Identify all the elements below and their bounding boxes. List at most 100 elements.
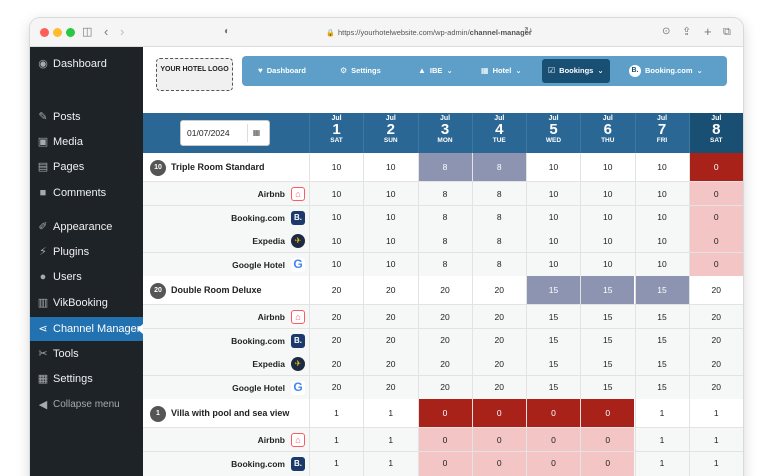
channel-availability-cell[interactable]: 20 <box>471 305 526 328</box>
room-availability-cell[interactable]: 10 <box>526 153 580 181</box>
channel-availability-cell[interactable]: 10 <box>526 205 580 229</box>
channel-availability-cell[interactable]: 8 <box>417 229 472 252</box>
channel-availability-cell[interactable]: 10 <box>634 205 689 229</box>
date-picker-input[interactable]: 01/07/2024 ▦ <box>180 120 270 146</box>
channel-availability-cell[interactable]: 20 <box>471 328 526 352</box>
channel-availability-cell[interactable]: 0 <box>580 451 635 475</box>
channel-availability-cell[interactable]: 20 <box>363 352 417 375</box>
channel-availability-cell[interactable]: 10 <box>580 205 634 229</box>
room-availability-cell[interactable]: 0 <box>526 399 580 427</box>
channel-availability-cell[interactable]: 20 <box>417 328 472 352</box>
channel-availability-cell[interactable]: 10 <box>580 252 634 276</box>
channel-availability-cell[interactable]: 10 <box>634 182 689 205</box>
room-availability-cell[interactable]: 20 <box>417 276 472 304</box>
room-availability-cell[interactable]: 20 <box>363 276 417 304</box>
day-column-header[interactable]: Jul 7 FRI <box>634 113 689 153</box>
channel-availability-cell[interactable]: 0 <box>580 428 635 451</box>
channel-availability-cell[interactable]: 10 <box>309 182 363 205</box>
reload-icon[interactable]: ↻ <box>524 26 533 37</box>
sidebar-item-users[interactable]: ● Users <box>30 265 143 289</box>
channel-availability-cell[interactable]: 10 <box>526 252 580 276</box>
tabs-overview-icon[interactable]: ⧉ <box>723 26 731 38</box>
channel-availability-cell[interactable]: 15 <box>634 328 689 352</box>
maximize-dot[interactable] <box>66 28 75 37</box>
channel-availability-cell[interactable]: 15 <box>526 352 580 375</box>
channel-availability-cell[interactable]: 10 <box>580 182 634 205</box>
channel-availability-cell[interactable]: 20 <box>309 328 363 352</box>
channel-availability-cell[interactable]: 10 <box>634 252 689 276</box>
channel-availability-cell[interactable]: 15 <box>634 305 689 328</box>
channel-availability-cell[interactable]: 8 <box>417 182 472 205</box>
address-bar[interactable]: 🔒 https://yourhotelwebsite.com/wp-admin/c… <box>289 24 569 41</box>
channel-availability-cell[interactable]: 15 <box>580 375 634 399</box>
channel-availability-cell[interactable]: 8 <box>417 252 472 276</box>
channel-availability-cell[interactable]: 8 <box>417 205 472 229</box>
sidebar-item-settings[interactable]: ▦ Settings <box>30 367 143 391</box>
channel-availability-cell[interactable]: 1 <box>688 451 743 475</box>
sidebar-item-media[interactable]: ▣ Media <box>30 130 143 154</box>
sidebar-item-channel-manager[interactable]: ⋖ Channel Manager <box>30 317 143 341</box>
room-availability-cell[interactable]: 0 <box>471 399 526 427</box>
channel-availability-cell[interactable]: 15 <box>580 352 634 375</box>
room-label[interactable]: 20 Double Room Deluxe <box>150 276 262 305</box>
channel-availability-cell[interactable]: 0 <box>688 229 743 252</box>
channel-availability-cell[interactable]: 20 <box>688 352 743 375</box>
channel-availability-cell[interactable]: 10 <box>309 205 363 229</box>
room-availability-cell[interactable]: 8 <box>471 153 526 181</box>
room-availability-cell[interactable]: 8 <box>417 153 472 181</box>
sidebar-item-comments[interactable]: ■ Comments <box>30 181 143 205</box>
channel-availability-cell[interactable]: 20 <box>688 375 743 399</box>
nav-settings[interactable]: ⚙ Settings <box>340 56 381 86</box>
nav-hotel[interactable]: ▦ Hotel ⌄ <box>481 56 522 86</box>
channel-availability-cell[interactable]: 1 <box>634 428 689 451</box>
channel-availability-cell[interactable]: 10 <box>634 229 689 252</box>
channel-availability-cell[interactable]: 0 <box>526 428 580 451</box>
nav-booking-com[interactable]: B. Booking.com ⌄ <box>629 56 703 86</box>
day-column-header[interactable]: Jul 2 SUN <box>363 113 417 153</box>
channel-availability-cell[interactable]: 0 <box>471 451 526 475</box>
channel-availability-cell[interactable]: 1 <box>363 428 417 451</box>
sidebar-toggle-icon[interactable]: ◫ <box>82 26 93 38</box>
room-label[interactable]: 1 Villa with pool and sea view <box>150 399 289 428</box>
room-availability-cell[interactable]: 1 <box>309 399 363 427</box>
sidebar-item-appearance[interactable]: ✐ Appearance <box>30 215 143 239</box>
channel-availability-cell[interactable]: 20 <box>471 352 526 375</box>
room-availability-cell[interactable]: 15 <box>634 276 689 304</box>
share-icon[interactable]: ⇪ <box>682 26 692 38</box>
day-column-header[interactable]: Jul 8 SAT <box>688 113 743 153</box>
channel-availability-cell[interactable]: 1 <box>309 451 363 475</box>
channel-availability-cell[interactable]: 10 <box>363 229 417 252</box>
sidebar-item-posts[interactable]: ✎ Posts <box>30 105 143 129</box>
channel-availability-cell[interactable]: 20 <box>417 305 472 328</box>
channel-availability-cell[interactable]: 0 <box>471 428 526 451</box>
channel-availability-cell[interactable]: 1 <box>363 451 417 475</box>
channel-availability-cell[interactable]: 8 <box>471 229 526 252</box>
room-availability-cell[interactable]: 10 <box>580 153 634 181</box>
channel-availability-cell[interactable]: 20 <box>309 352 363 375</box>
channel-availability-cell[interactable]: 15 <box>580 328 634 352</box>
channel-availability-cell[interactable]: 1 <box>634 451 689 475</box>
room-availability-cell[interactable]: 10 <box>363 153 417 181</box>
channel-availability-cell[interactable]: 20 <box>688 305 743 328</box>
day-column-header[interactable]: Jul 6 THU <box>580 113 634 153</box>
channel-availability-cell[interactable]: 0 <box>688 205 743 229</box>
room-availability-cell[interactable]: 1 <box>688 399 743 427</box>
channel-availability-cell[interactable]: 0 <box>417 451 472 475</box>
sidebar-item-vikbooking[interactable]: ▥ VikBooking <box>30 291 143 315</box>
minimize-dot[interactable] <box>53 28 62 37</box>
channel-availability-cell[interactable]: 15 <box>526 305 580 328</box>
room-availability-cell[interactable]: 20 <box>688 276 743 304</box>
calendar-icon[interactable]: ▦ <box>247 124 265 142</box>
channel-availability-cell[interactable]: 20 <box>688 328 743 352</box>
nav-bookings[interactable]: ☑ Bookings ⌄ <box>542 59 610 83</box>
room-availability-cell[interactable]: 15 <box>580 276 635 304</box>
channel-availability-cell[interactable]: 10 <box>363 182 417 205</box>
channel-availability-cell[interactable]: 1 <box>688 428 743 451</box>
channel-availability-cell[interactable]: 0 <box>417 428 472 451</box>
channel-availability-cell[interactable]: 15 <box>526 375 580 399</box>
channel-availability-cell[interactable]: 20 <box>363 375 417 399</box>
room-availability-cell[interactable]: 1 <box>634 399 689 427</box>
channel-availability-cell[interactable]: 15 <box>634 352 689 375</box>
channel-availability-cell[interactable]: 10 <box>309 252 363 276</box>
back-icon[interactable]: ‹ <box>104 24 109 39</box>
